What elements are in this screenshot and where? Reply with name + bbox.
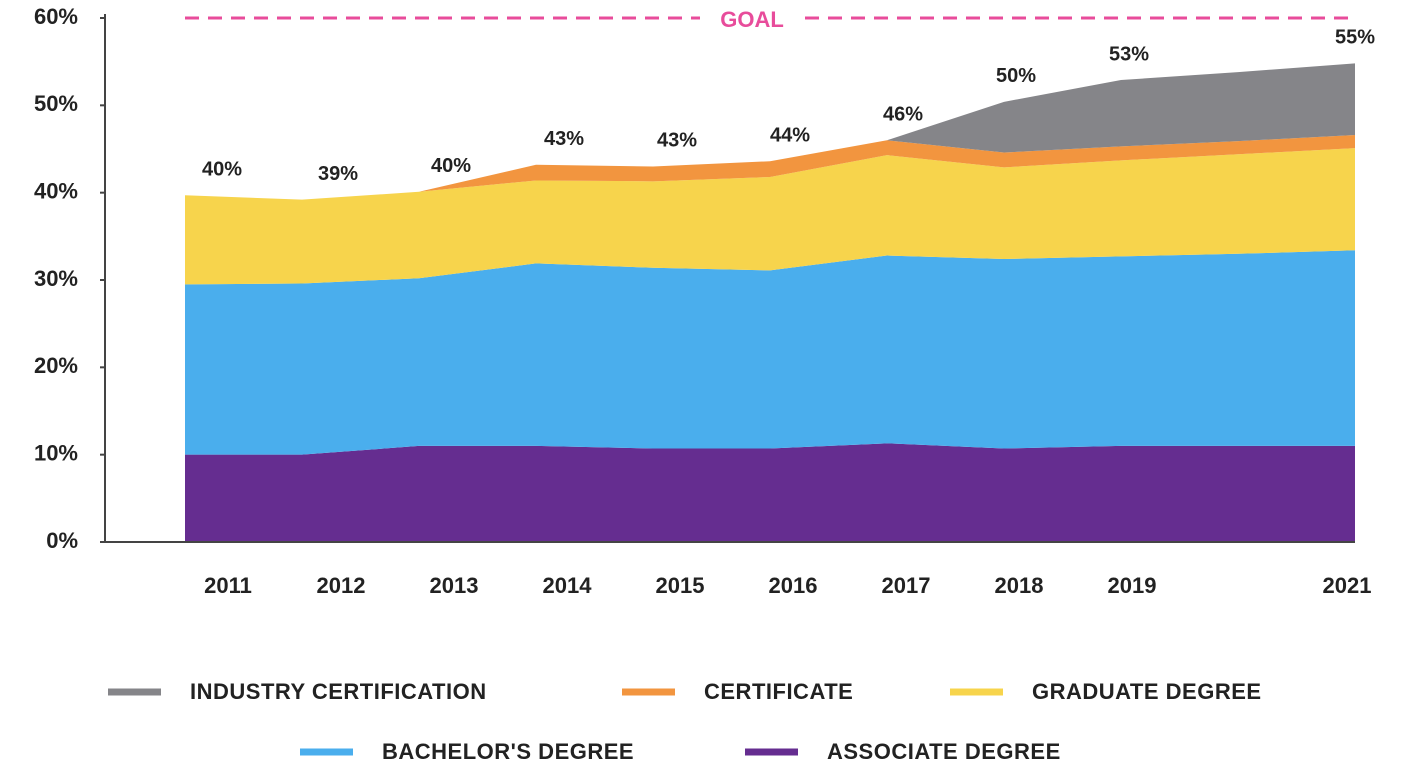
area (185, 135, 1355, 200)
total-label: 40% (202, 159, 242, 181)
total-label: 50% (996, 65, 1036, 87)
area (185, 63, 1355, 200)
x-tick-label: 2015 (656, 573, 705, 598)
goal-label: GOAL (720, 7, 784, 32)
x-tick-label: 2019 (1108, 573, 1157, 598)
legend-label: ASSOCIATE DEGREE (827, 739, 1061, 764)
y-tick-label: 0% (46, 528, 78, 553)
legend-label: BACHELOR'S DEGREE (382, 739, 634, 764)
area (185, 250, 1355, 455)
y-tick-label: 40% (34, 178, 78, 203)
total-label: 43% (544, 128, 584, 150)
x-tick-label: 2018 (995, 573, 1044, 598)
y-tick-label: 60% (34, 4, 78, 29)
x-tick-label: 2011 (204, 573, 252, 598)
y-tick-label: 20% (34, 353, 78, 378)
total-label: 53% (1109, 43, 1149, 65)
y-tick-label: 50% (34, 91, 78, 116)
total-label: 46% (883, 104, 923, 126)
total-label: 44% (770, 125, 810, 147)
x-tick-label: 2016 (769, 573, 818, 598)
legend-label: INDUSTRY CERTIFICATION (190, 679, 487, 704)
legend-label: GRADUATE DEGREE (1032, 679, 1262, 704)
total-label: 39% (318, 163, 358, 185)
y-tick-label: 10% (34, 440, 78, 465)
x-tick-label: 2013 (430, 573, 479, 598)
area (185, 148, 1355, 285)
total-label: 55% (1335, 27, 1375, 49)
total-label: 40% (431, 155, 471, 177)
y-tick-label: 30% (34, 266, 78, 291)
x-tick-label: 2021 (1323, 573, 1372, 598)
x-tick-label: 2014 (543, 573, 593, 598)
area (185, 443, 1355, 542)
x-tick-label: 2012 (317, 573, 366, 598)
x-tick-label: 2017 (882, 573, 931, 598)
legend-label: CERTIFICATE (704, 679, 853, 704)
total-label: 43% (657, 130, 697, 152)
